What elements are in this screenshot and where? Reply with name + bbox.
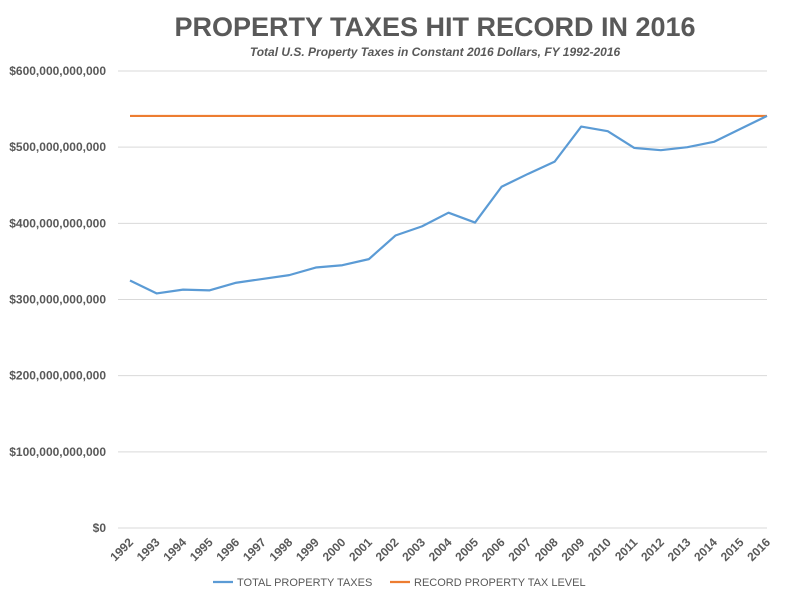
x-tick-label: 1995 bbox=[187, 535, 216, 564]
x-tick-label: 2013 bbox=[665, 535, 694, 564]
x-tick-label: 2000 bbox=[320, 535, 349, 564]
legend-label: RECORD PROPERTY TAX LEVEL bbox=[414, 577, 586, 589]
x-tick-label: 2006 bbox=[479, 535, 508, 564]
y-tick-label: $600,000,000,000 bbox=[9, 64, 106, 78]
x-tick-label: 1994 bbox=[160, 535, 189, 564]
y-axis-tick-labels: $0 $100,000,000,000 $200,000,000,000 $300,0… bbox=[9, 64, 106, 535]
x-tick-label: 2008 bbox=[532, 535, 561, 564]
series-lines bbox=[129, 114, 768, 295]
chart-subtitle: Total U.S. Property Taxes in Constant 20… bbox=[250, 45, 621, 59]
y-tick-label: $200,000,000,000 bbox=[9, 369, 106, 383]
x-tick-label: 2002 bbox=[373, 535, 402, 564]
x-tick-label: 1992 bbox=[107, 535, 136, 564]
x-tick-label: 2009 bbox=[559, 535, 588, 564]
y-tick-label: $400,000,000,000 bbox=[9, 216, 106, 230]
legend: TOTAL PROPERTY TAXES RECORD PROPERTY TAX … bbox=[213, 577, 586, 589]
x-tick-label: 2011 bbox=[612, 535, 641, 564]
x-tick-label: 2012 bbox=[638, 535, 667, 564]
x-tick-label: 1998 bbox=[267, 535, 296, 564]
legend-label: TOTAL PROPERTY TAXES bbox=[237, 577, 372, 589]
x-tick-label: 2005 bbox=[452, 535, 481, 564]
x-tick-label: 2003 bbox=[399, 535, 428, 564]
x-tick-label: 1999 bbox=[293, 535, 322, 564]
y-tick-label: $0 bbox=[93, 521, 107, 535]
series-line bbox=[129, 114, 768, 295]
x-tick-label: 2010 bbox=[585, 535, 614, 564]
x-tick-label: 1996 bbox=[214, 535, 243, 564]
x-axis-tick-labels: 1992199319941995199619971998199920002001… bbox=[107, 535, 773, 564]
x-tick-label: 2015 bbox=[718, 535, 747, 564]
x-tick-label: 2016 bbox=[744, 535, 773, 564]
x-tick-label: 2001 bbox=[346, 535, 375, 564]
chart-title: PROPERTY TAXES HIT RECORD IN 2016 bbox=[174, 12, 695, 42]
x-tick-label: 1993 bbox=[134, 535, 163, 564]
y-tick-label: $100,000,000,000 bbox=[9, 445, 106, 459]
x-tick-label: 2007 bbox=[505, 535, 534, 564]
x-tick-label: 2004 bbox=[426, 535, 455, 564]
y-tick-label: $500,000,000,000 bbox=[9, 140, 106, 154]
x-tick-label: 1997 bbox=[240, 535, 269, 564]
gridlines bbox=[118, 70, 767, 529]
y-tick-label: $300,000,000,000 bbox=[9, 293, 106, 307]
x-tick-label: 2014 bbox=[691, 535, 720, 564]
